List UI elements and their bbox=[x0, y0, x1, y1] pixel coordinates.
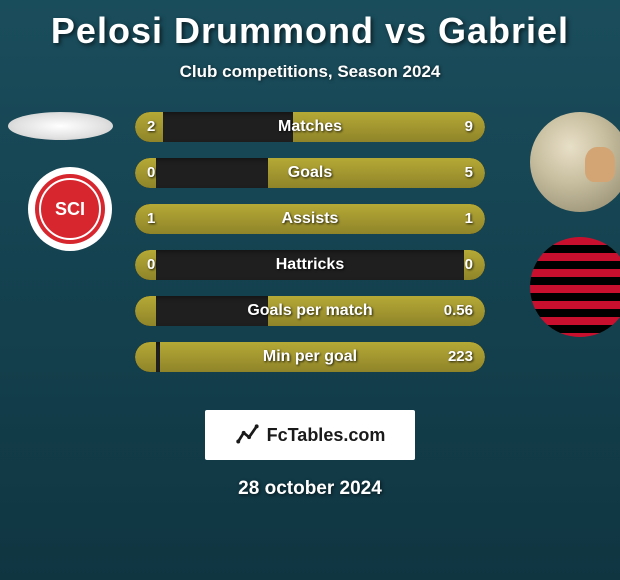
club-badge-left: SCI bbox=[28, 167, 112, 251]
stat-bars: Matches29Goals05Assists11Hattricks00Goal… bbox=[135, 112, 485, 388]
stat-value-right: 5 bbox=[465, 158, 473, 188]
brand-text: FcTables.com bbox=[267, 425, 386, 446]
stat-value-left: 0 bbox=[147, 250, 155, 280]
player-photo-right bbox=[530, 112, 620, 212]
player-photo-left bbox=[8, 112, 113, 140]
stat-label: Goals per match bbox=[135, 296, 485, 326]
stat-row: Goals0 5 bbox=[135, 158, 485, 188]
chart-icon bbox=[235, 422, 261, 448]
club-badge-right bbox=[530, 237, 620, 337]
stat-row: Min per goal223 bbox=[135, 342, 485, 372]
stat-label: Matches bbox=[135, 112, 485, 142]
stat-row: Goals per match0.56 bbox=[135, 296, 485, 326]
stat-value-right: 0.56 bbox=[444, 296, 473, 326]
stat-row: Assists1 1 bbox=[135, 204, 485, 234]
page-title: Pelosi Drummond vs Gabriel bbox=[0, 0, 620, 52]
comparison-content: SCI Matches29Goals05Assists11Hattricks00… bbox=[0, 112, 620, 392]
stat-label: Goals bbox=[135, 158, 485, 188]
stat-label: Assists bbox=[135, 204, 485, 234]
stat-value-left: 2 bbox=[147, 112, 155, 142]
brand-badge: FcTables.com bbox=[205, 410, 415, 460]
club-badge-left-text: SCI bbox=[35, 174, 105, 244]
stat-label: Min per goal bbox=[135, 342, 485, 372]
stat-value-right: 223 bbox=[448, 342, 473, 372]
stat-value-right: 0 bbox=[465, 250, 473, 280]
stat-value-right: 1 bbox=[465, 204, 473, 234]
stat-value-right: 9 bbox=[465, 112, 473, 142]
stat-label: Hattricks bbox=[135, 250, 485, 280]
stat-row: Matches2 9 bbox=[135, 112, 485, 142]
page-subtitle: Club competitions, Season 2024 bbox=[0, 62, 620, 82]
stat-row: Hattricks0 0 bbox=[135, 250, 485, 280]
footer-date: 28 october 2024 bbox=[0, 478, 620, 500]
stat-value-left: 0 bbox=[147, 158, 155, 188]
stat-value-left: 1 bbox=[147, 204, 155, 234]
